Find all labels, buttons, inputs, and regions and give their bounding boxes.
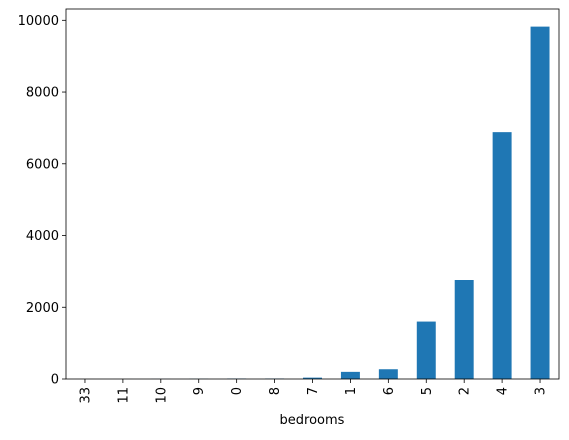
x-tick-label: 8 <box>268 387 283 395</box>
y-tick-label: 8000 <box>26 86 59 101</box>
axes-frame <box>66 9 559 379</box>
x-tick-label: 2 <box>458 387 473 395</box>
x-tick-label: 1 <box>344 387 359 395</box>
x-tick-label: 3 <box>534 387 549 395</box>
x-axis-label: bedrooms <box>280 413 345 428</box>
bar <box>531 27 550 379</box>
x-tick-label: 7 <box>306 387 321 395</box>
bar <box>417 322 436 379</box>
x-tick-label: 9 <box>192 387 207 395</box>
y-tick-label: 10000 <box>18 14 59 29</box>
y-tick-label: 6000 <box>26 157 59 172</box>
x-tick-label: 11 <box>116 387 131 404</box>
bar <box>455 280 474 379</box>
y-tick-label: 2000 <box>26 301 59 316</box>
x-tick-label: 4 <box>496 387 511 395</box>
x-tick-label: 0 <box>230 387 245 395</box>
bar <box>341 372 360 379</box>
x-tick-label: 5 <box>420 387 435 395</box>
bar <box>379 369 398 379</box>
x-tick-label: 10 <box>154 387 169 404</box>
bar <box>493 132 512 379</box>
y-tick-label: 4000 <box>26 229 59 244</box>
x-tick-label: 33 <box>78 387 93 404</box>
x-tick-label: 6 <box>382 387 397 395</box>
y-tick-label: 0 <box>51 373 59 388</box>
